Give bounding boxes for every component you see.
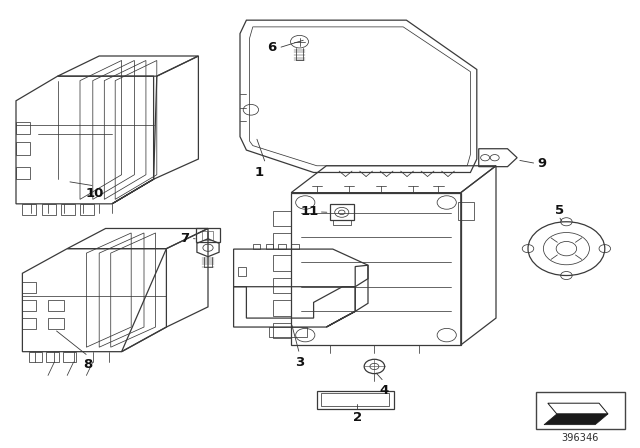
- Bar: [208, 231, 213, 240]
- Bar: [253, 244, 260, 249]
- Bar: [22, 300, 36, 311]
- Bar: [321, 393, 389, 406]
- Bar: [48, 318, 64, 329]
- Bar: [291, 244, 299, 249]
- Text: 396346: 396346: [562, 433, 599, 443]
- Bar: [536, 392, 625, 429]
- Bar: [22, 282, 36, 293]
- Bar: [273, 233, 291, 249]
- Bar: [16, 167, 30, 179]
- Bar: [22, 318, 36, 329]
- Bar: [42, 204, 56, 215]
- Bar: [278, 244, 286, 249]
- Bar: [196, 228, 220, 242]
- Bar: [273, 211, 291, 226]
- Text: 4: 4: [380, 384, 388, 397]
- Polygon shape: [544, 414, 608, 425]
- Bar: [16, 142, 30, 155]
- Text: 6: 6: [268, 41, 276, 55]
- Bar: [22, 204, 36, 215]
- Bar: [80, 204, 94, 215]
- Bar: [266, 244, 273, 249]
- Text: 7: 7: [180, 232, 189, 245]
- Bar: [317, 391, 394, 409]
- Bar: [202, 231, 207, 240]
- Text: 10: 10: [86, 187, 104, 200]
- Bar: [29, 352, 42, 362]
- Bar: [330, 204, 354, 220]
- Text: 3: 3: [295, 356, 304, 369]
- Bar: [273, 255, 291, 271]
- Text: 11: 11: [300, 205, 319, 219]
- Bar: [273, 278, 291, 293]
- Bar: [238, 267, 246, 276]
- Bar: [16, 122, 30, 134]
- Bar: [273, 323, 291, 338]
- Bar: [333, 220, 351, 225]
- Text: 9: 9: [538, 157, 547, 170]
- Text: 8: 8: [84, 358, 93, 371]
- Bar: [458, 202, 474, 220]
- Bar: [46, 352, 59, 362]
- Bar: [273, 300, 291, 316]
- Bar: [48, 300, 64, 311]
- Bar: [63, 352, 76, 362]
- Bar: [269, 327, 307, 337]
- Text: 1: 1: [255, 166, 264, 179]
- Text: 2: 2: [353, 411, 362, 424]
- Bar: [61, 204, 75, 215]
- Text: 5: 5: [556, 204, 564, 217]
